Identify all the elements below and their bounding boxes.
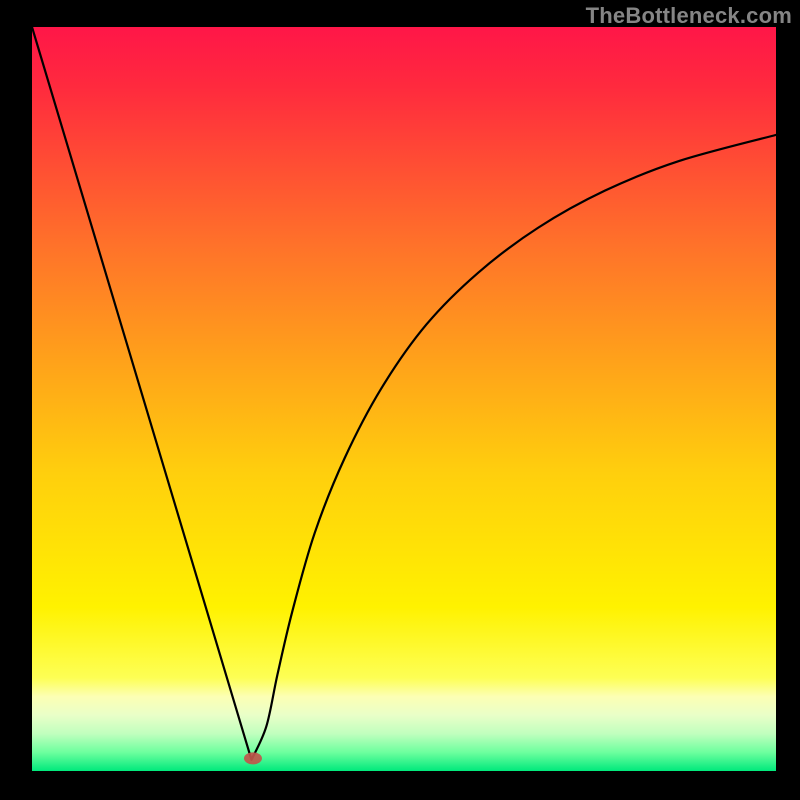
chart-container: TheBottleneck.com bbox=[0, 0, 800, 800]
plot-svg bbox=[32, 27, 776, 771]
plot-area bbox=[32, 27, 776, 771]
watermark-text: TheBottleneck.com bbox=[586, 3, 792, 29]
optimum-marker bbox=[244, 752, 262, 764]
